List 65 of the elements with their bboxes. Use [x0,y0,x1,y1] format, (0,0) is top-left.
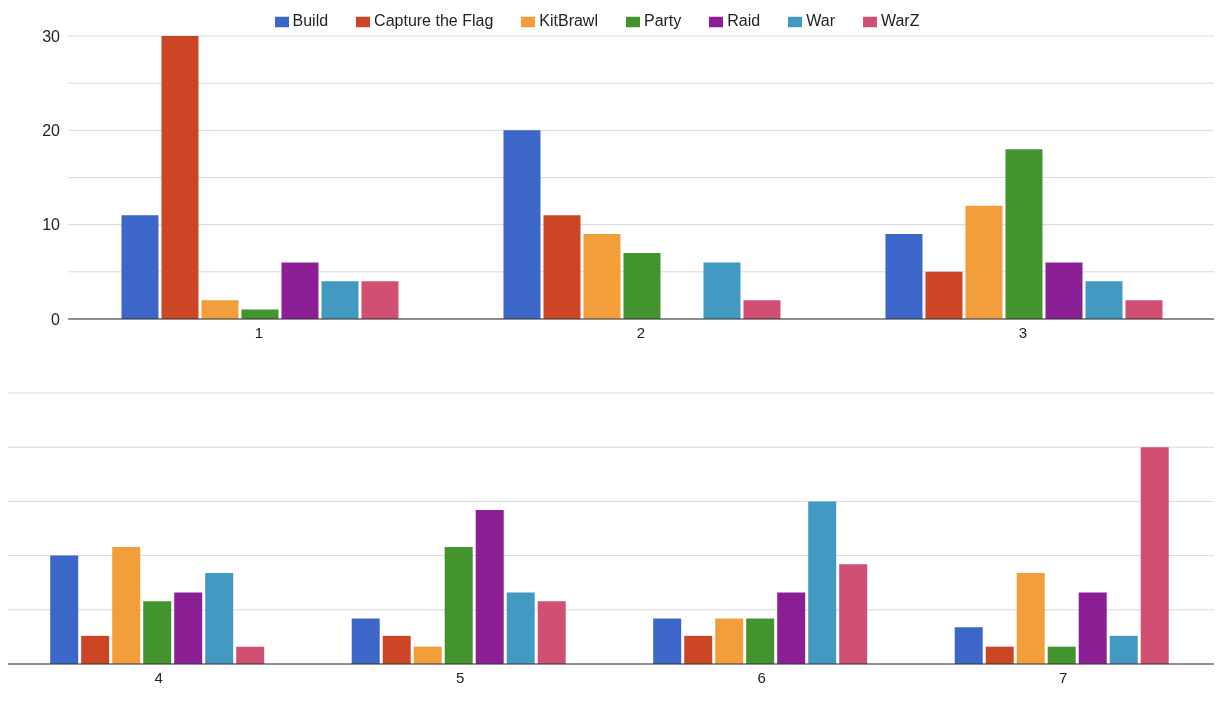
legend-label: Capture the Flag [374,12,494,29]
x-tick-label: 2 [636,323,646,341]
legend-label: War [806,12,835,29]
x-tick-label: 4 [154,668,163,686]
bar [1005,149,1043,319]
x-tick-label: 7 [1059,668,1068,686]
x-tick-label: 1 [254,323,264,341]
bar [808,501,837,664]
bar [1045,262,1083,319]
bar [839,564,868,664]
bar [201,300,239,319]
bar [121,215,159,319]
bar [321,281,359,319]
x-tick-label: 3 [1018,323,1028,341]
bar [281,262,319,319]
bar [1109,635,1138,664]
y-tick-label: 20 [42,122,61,140]
bar [475,510,504,664]
bar [236,646,265,664]
bar [623,252,661,319]
bar [382,635,411,664]
y-tick-label: 0 [51,310,61,328]
bar [161,36,199,319]
legend-label: KitBrawl [539,12,598,29]
bar [361,281,399,319]
bar [1016,572,1045,664]
bar [413,646,442,664]
bar [205,572,234,664]
bar [112,546,141,664]
bar [1140,447,1169,664]
bar [885,234,923,319]
x-tick-label: 6 [757,668,766,686]
bar [684,635,713,664]
bar [1047,646,1076,664]
bar [444,546,473,664]
bar [715,618,744,664]
bar [50,555,79,664]
bar [746,618,775,664]
bar [703,262,741,319]
bar [351,618,380,664]
y-tick-label: 10 [42,216,61,234]
bar [174,592,203,664]
y-tick-label: 30 [42,27,61,45]
bar [954,627,983,664]
bar [965,205,1003,319]
bar [143,601,172,664]
bar [537,601,566,664]
x-tick-label: 5 [456,668,465,686]
bar [1078,592,1107,664]
bar [1125,300,1163,319]
bar [925,271,963,319]
bar [506,592,535,664]
bar [653,618,682,664]
legend-label: WarZ [880,12,920,29]
bar [985,646,1014,664]
bar [81,635,110,664]
bar [777,592,806,664]
legend-label: Party [643,12,682,29]
bar [1085,281,1123,319]
bar [743,300,781,319]
bar [583,234,621,319]
legend-label: Raid [727,12,761,29]
legend-label: Build [292,12,329,29]
bar [503,130,541,319]
bar [543,215,581,319]
